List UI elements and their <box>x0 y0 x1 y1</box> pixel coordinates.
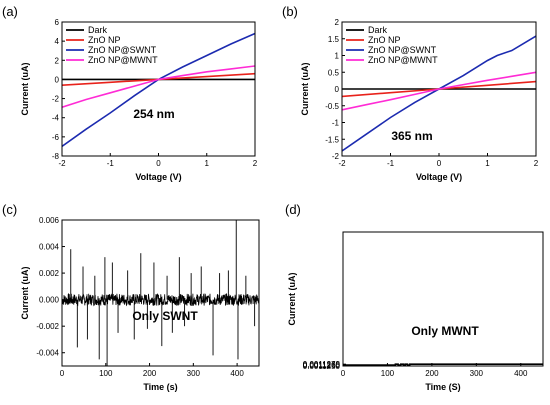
x-tick-label: 200 <box>425 369 439 378</box>
x-tick-label: 400 <box>230 369 244 378</box>
y-tick-label: -2 <box>332 152 340 161</box>
x-axis-label: Time (s) <box>143 382 177 392</box>
x-tick-label: 400 <box>514 369 528 378</box>
chart-panel-3: (c) 0 100 200 300 400 -0.004 -0.002 0.000 0.002 0.… <box>2 202 260 392</box>
x-tick-label: -2 <box>338 159 346 168</box>
y-tick-label: -1.5 <box>325 135 339 144</box>
y-tick-label: 0.0011265 <box>303 361 341 370</box>
panel-label: (c) <box>2 202 17 217</box>
legend-label: ZnO NP@SWNT <box>88 45 157 55</box>
y-tick-label: 2 <box>55 56 60 65</box>
y-tick-label: 0.0011270 <box>303 360 341 369</box>
x-tick-label: 1 <box>205 159 210 168</box>
plot-area <box>342 35 536 152</box>
series-line-zno-np-mwnt <box>342 71 536 111</box>
panel-label: (a) <box>2 4 18 19</box>
y-tick-label: 0.0011250 <box>303 362 341 371</box>
y-tick-label: -8 <box>52 152 60 161</box>
y-tick-label: -4 <box>52 114 60 123</box>
y-tick-label: 0 <box>335 85 340 94</box>
y-tick-label: 0.006 <box>39 216 60 225</box>
x-tick-label: 2 <box>253 159 258 168</box>
x-tick-label: -2 <box>58 159 66 168</box>
panel-label: (d) <box>285 202 301 217</box>
y-tick-label: 1 <box>335 52 340 61</box>
x-tick-label: 0 <box>341 369 346 378</box>
y-tick-label: 2 <box>335 18 340 27</box>
legend-label: ZnO NP@MWNT <box>88 55 158 65</box>
chart-annotation: Only MWNT <box>411 324 479 338</box>
x-tick-label: -1 <box>107 159 115 168</box>
x-axis-label: Voltage (V) <box>135 172 181 182</box>
chart-panel-4: (d) 0 100 200 300 400 0.00112500.00112600.0011… <box>285 202 544 392</box>
y-tick-label: -0.5 <box>325 102 339 111</box>
y-axis-label: Current (uA) <box>287 273 297 326</box>
plot-area <box>62 32 255 148</box>
y-axis-label: Current (uA) <box>20 63 30 116</box>
panel-label: (b) <box>282 4 298 19</box>
y-tick-label: -2 <box>52 95 60 104</box>
y-tick-label: 0.5 <box>328 68 340 77</box>
plot-area <box>62 220 259 366</box>
legend-label: ZnO NP@MWNT <box>368 55 438 65</box>
series-line-data <box>343 363 543 366</box>
y-tick-label: 4 <box>55 37 60 46</box>
x-tick-label: 100 <box>381 369 395 378</box>
y-axis-label: Current (uA) <box>300 63 310 116</box>
x-tick-label: 300 <box>470 369 484 378</box>
legend-label: ZnO NP@SWNT <box>368 45 437 55</box>
series-line-zno-np-swnt <box>342 35 536 152</box>
legend-label: ZnO NP <box>88 35 121 45</box>
plot-area <box>343 363 543 366</box>
x-axis-label: Voltage (V) <box>416 172 462 182</box>
y-tick-label: 0.004 <box>39 243 60 252</box>
x-tick-label: 200 <box>143 369 157 378</box>
chart-panel-2: (b) -2 -1 0 1 2 -2 -1.5 -1 -0.5 0 0.5 1 1.5 2 Voltage (… <box>282 4 539 182</box>
x-tick-label: 300 <box>187 369 201 378</box>
series-line-noise <box>62 292 259 307</box>
y-tick-label: 1.5 <box>328 35 340 44</box>
y-tick-label: -0.002 <box>36 322 59 331</box>
legend-label: ZnO NP <box>368 35 401 45</box>
y-tick-label: -6 <box>52 133 60 142</box>
y-tick-label: 0.0011260 <box>303 361 341 370</box>
x-tick-label: -1 <box>387 159 395 168</box>
axes-frame <box>342 231 544 367</box>
y-tick-label: 0.002 <box>39 269 60 278</box>
series-line-zno-np-mwnt <box>62 65 255 108</box>
y-tick-label: 0.000 <box>39 296 60 305</box>
chart-annotation: 254 nm <box>133 107 174 121</box>
y-tick-label: -1 <box>332 119 340 128</box>
x-tick-label: 0 <box>60 369 65 378</box>
x-tick-label: 0 <box>156 159 161 168</box>
axes-frame <box>61 219 260 367</box>
y-tick-label: 0 <box>55 75 60 84</box>
x-axis-label: Time (S) <box>425 382 460 392</box>
y-axis-label: Current (uA) <box>20 267 30 320</box>
x-tick-label: 0 <box>437 159 442 168</box>
legend-label: Dark <box>88 25 108 35</box>
x-tick-label: 1 <box>485 159 490 168</box>
chart-panel-1: (a) -2 -1 0 1 2 -8 -6 -4 -2 0 2 4 6 Voltage (V) Current… <box>2 4 258 182</box>
x-tick-label: 2 <box>534 159 539 168</box>
chart-annotation: 365 nm <box>391 129 432 143</box>
y-tick-label: -0.004 <box>36 349 59 358</box>
legend-label: Dark <box>368 25 388 35</box>
x-tick-label: 100 <box>99 369 113 378</box>
chart-annotation: Only SWNT <box>132 309 198 323</box>
y-tick-label: 6 <box>55 18 60 27</box>
